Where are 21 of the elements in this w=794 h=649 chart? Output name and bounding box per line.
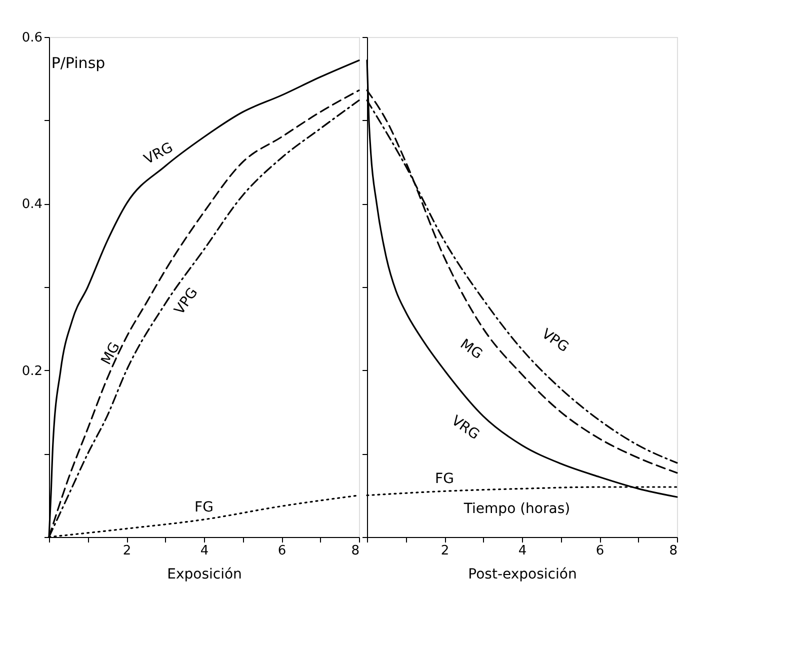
text: MG	[457, 336, 486, 363]
series-label: FG	[435, 471, 454, 488]
series-label: FG	[194, 500, 214, 516]
text: VRG	[142, 140, 176, 168]
x-tick-label: 6	[596, 544, 604, 558]
x-tick-label: 4	[200, 544, 209, 558]
x-axis-title: Post-exposición	[468, 566, 577, 582]
y-tick-label: 0.6	[22, 30, 42, 46]
annotation: Tiempo (horas)	[462, 501, 570, 517]
x-axis-title: Exposición	[167, 566, 242, 582]
x-tick-label: 8	[351, 544, 360, 558]
y-tick-label: 0.4	[22, 197, 42, 212]
x-tick-label: 8	[669, 544, 678, 558]
text: MG	[98, 340, 124, 368]
text: VPG	[538, 326, 572, 356]
x-tick-label: 2	[122, 544, 132, 558]
y-tick-label: 0.2	[22, 364, 42, 379]
x-tick-label: 4	[518, 544, 527, 558]
x-tick-label: 6	[278, 544, 286, 558]
y-axis-title: P/Pinsp	[51, 54, 106, 72]
x-tick-label: 2	[440, 544, 450, 558]
